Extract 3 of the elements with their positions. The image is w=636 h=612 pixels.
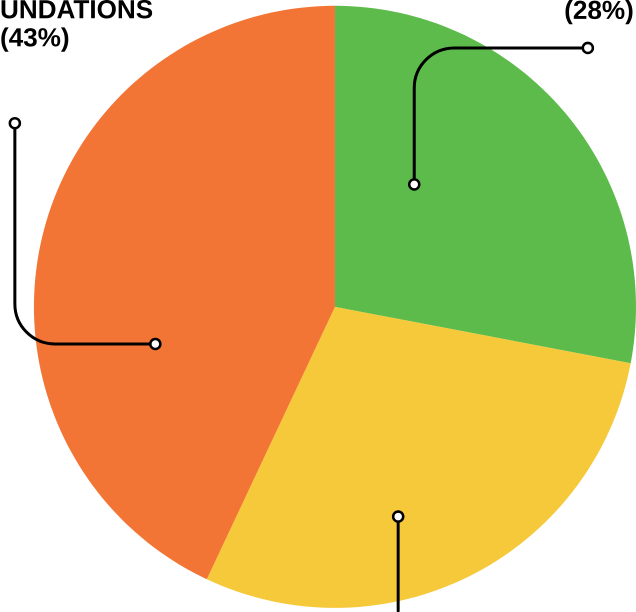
- data-label: (28%): [566, 0, 632, 24]
- data-label: (43%): [1, 27, 68, 52]
- slice-label: UNDATIONS: [2, 0, 152, 18]
